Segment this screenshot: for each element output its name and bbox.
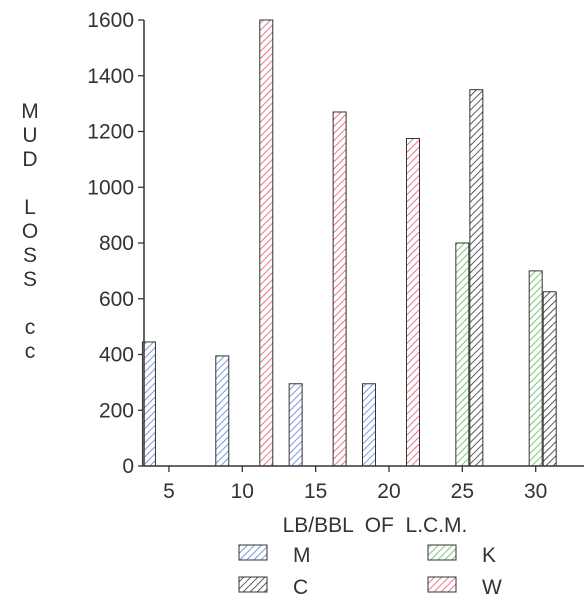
y-tick-label: 1600 — [87, 9, 134, 32]
y-tick-label: 1400 — [87, 65, 134, 88]
y-tick-label: 200 — [99, 399, 134, 422]
legend-label-w: W — [482, 576, 502, 599]
y-axis-title-letter: S — [23, 268, 37, 291]
bar-c-30 — [542, 291, 557, 467]
bar-w-15 — [332, 111, 347, 467]
bar-w-10 — [259, 19, 274, 467]
y-tick-label: 1000 — [87, 176, 134, 199]
x-tick-label: 10 — [231, 480, 254, 503]
bar-k-30 — [528, 270, 543, 467]
x-tick-label: 20 — [377, 480, 400, 503]
y-axis-title-letter: S — [23, 244, 37, 267]
bars — [141, 19, 557, 467]
y-axis-title-letter: D — [22, 148, 37, 171]
bar-k-25 — [455, 242, 470, 467]
y-axis-title-letter: c — [25, 340, 36, 363]
y-tick-label: 400 — [99, 344, 134, 367]
axes — [143, 20, 584, 467]
bar-c-25 — [469, 89, 484, 467]
legend-label-k: K — [482, 544, 496, 567]
x-axis-title: LB/BBL OF L.C.M. — [283, 514, 468, 537]
y-axis-title-letter: M — [21, 100, 39, 123]
legend-swatch-w — [427, 576, 457, 593]
legend: MC KW — [238, 544, 502, 599]
y-axis-title-letter: U — [22, 124, 37, 147]
y-tick-label: 1200 — [87, 121, 134, 144]
x-tick-label: 30 — [524, 480, 547, 503]
y-tick-label: 600 — [99, 288, 134, 311]
y-tick-label: 0 — [122, 455, 134, 478]
x-tick-label: 5 — [163, 480, 175, 503]
bar-w-20 — [405, 137, 420, 467]
bar-m-20 — [361, 383, 376, 467]
legend-label-c: C — [293, 576, 308, 599]
y-axis-title-letter: L — [24, 196, 36, 219]
y-axis-title-letter: O — [22, 220, 38, 243]
bar-m-10 — [215, 355, 230, 467]
legend-swatch-k — [427, 544, 457, 561]
legend-swatch-m — [238, 544, 268, 561]
legend-label-m: M — [293, 544, 311, 567]
x-tick-label: 15 — [304, 480, 327, 503]
bar-m-15 — [288, 383, 303, 467]
y-axis-title-letter: c — [25, 316, 36, 339]
y-axis-ticks: 0 200 400 600 800 1000 1200 1400 1600 — [87, 9, 144, 478]
x-tick-label: 25 — [451, 480, 474, 503]
y-tick-label: 800 — [99, 232, 134, 255]
x-axis-ticks: 5 10 15 20 25 30 — [163, 466, 547, 503]
legend-swatch-c — [238, 576, 268, 593]
